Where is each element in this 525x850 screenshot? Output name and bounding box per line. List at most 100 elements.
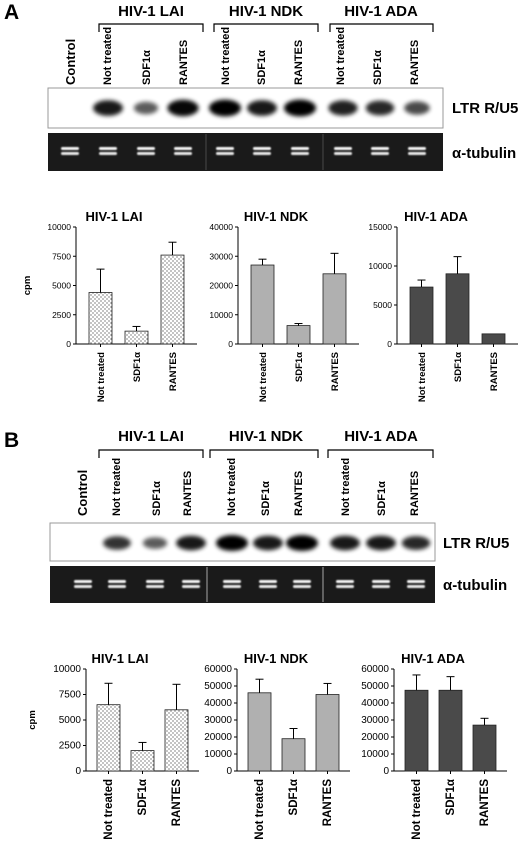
lane-label: RANTES	[293, 471, 305, 516]
y-tick-label: 0	[66, 339, 71, 349]
gel-band	[407, 585, 425, 588]
category-label: Not treated	[411, 779, 423, 840]
band	[103, 536, 131, 550]
bar	[472, 724, 497, 772]
band	[176, 535, 206, 551]
group-bracket	[209, 449, 319, 458]
gel-band	[216, 147, 234, 150]
category-label: RANTES	[489, 352, 500, 391]
y-tick-label: 7500	[52, 251, 71, 261]
bar	[404, 689, 429, 772]
band	[167, 99, 199, 117]
gel-band	[99, 152, 117, 155]
y-tick-label: 2500	[52, 310, 71, 320]
y-tick-label: 5000	[52, 281, 71, 291]
y-tick-label: 10000	[53, 664, 81, 675]
gel-band	[334, 147, 352, 150]
y-tick-label: 20000	[204, 732, 232, 743]
gel-band	[371, 147, 389, 150]
gel-band	[223, 585, 241, 588]
lane-label: Control	[63, 39, 78, 85]
panel-b: B HIV-1 LAI HIV-1 NDK HIV-1 ADA Control …	[4, 428, 509, 603]
y-tick-label: 10000	[204, 749, 232, 760]
category-label: Not treated	[254, 779, 266, 840]
y-tick-label: 30000	[209, 251, 233, 261]
panel-letter: B	[4, 429, 19, 452]
chart-title: HIV-1 LAI	[85, 209, 142, 224]
band	[142, 537, 168, 549]
gel-band	[372, 580, 390, 583]
y-tick-label: 60000	[204, 664, 232, 675]
category-label: Not treated	[103, 779, 115, 840]
gel-band	[174, 147, 192, 150]
y-tick-label: 50000	[361, 681, 389, 692]
y-tick-label: 10000	[361, 749, 389, 760]
gel-band	[291, 152, 309, 155]
bar	[88, 292, 113, 345]
category-label: SDF1α	[137, 779, 149, 815]
bar	[130, 750, 155, 772]
y-tick-label: 30000	[204, 715, 232, 726]
band	[209, 99, 241, 117]
y-tick-label: 0	[226, 766, 232, 777]
gel-band	[408, 152, 426, 155]
bar	[247, 692, 272, 772]
bar	[124, 330, 149, 345]
gel-band	[108, 580, 126, 583]
y-tick-label: 2500	[59, 741, 82, 752]
band	[366, 535, 396, 551]
band	[253, 535, 283, 551]
gel-band	[61, 152, 79, 155]
lane-label: SDF1α	[256, 50, 268, 85]
chart-b-ndk: HIV-1 NDK 0 10000 20000 30000 40000 50000 60000…	[204, 651, 350, 840]
y-tick-label: 20000	[361, 732, 389, 743]
bar	[409, 286, 434, 345]
bar	[160, 254, 185, 345]
y-tick-label: 0	[228, 339, 233, 349]
band	[93, 100, 123, 116]
gel-label: α-tubulin	[443, 577, 507, 594]
lane-label: Not treated	[226, 458, 238, 516]
gel-band	[182, 585, 200, 588]
y-tick-label: 0	[383, 766, 389, 777]
gel-band	[334, 152, 352, 155]
y-tick-label: 10000	[368, 261, 392, 271]
band	[286, 535, 318, 551]
group-label: HIV-1 LAI	[118, 428, 184, 445]
chart-title: HIV-1 NDK	[244, 209, 309, 224]
band	[401, 536, 431, 550]
gel-band	[74, 580, 92, 583]
category-label: Not treated	[96, 352, 107, 402]
chart-b-lai: HIV-1 LAI 0 2500 5000 7500 10000 cpm Not treate…	[27, 651, 199, 840]
lane-label: SDF1α	[376, 481, 388, 516]
category-label: SDF1α	[294, 352, 305, 382]
lane-label: SDF1α	[151, 481, 163, 516]
y-tick-label: 5000	[373, 300, 392, 310]
gel-band	[61, 147, 79, 150]
y-tick-label: 20000	[209, 281, 233, 291]
group-label: HIV-1 LAI	[118, 3, 184, 20]
bar	[286, 325, 311, 345]
gel-label: α-tubulin	[452, 145, 516, 162]
gel-band	[408, 147, 426, 150]
lane-label: Not treated	[111, 458, 123, 516]
lane-label: SDF1α	[141, 50, 153, 85]
lane-label: RANTES	[409, 40, 421, 85]
y-tick-label: 5000	[59, 715, 82, 726]
lane-label: Not treated	[335, 27, 347, 85]
y-tick-label: 10000	[209, 310, 233, 320]
bar	[96, 704, 121, 772]
band	[133, 101, 159, 115]
gel-band	[182, 580, 200, 583]
gel-band	[74, 585, 92, 588]
gel-band	[253, 152, 271, 155]
category-label: SDF1α	[453, 352, 464, 382]
y-tick-label: 0	[387, 339, 392, 349]
category-label: RANTES	[322, 779, 334, 827]
chart-title: HIV-1 NDK	[244, 651, 309, 666]
lane-label: SDF1α	[372, 50, 384, 85]
bar	[481, 333, 506, 345]
y-tick-label: 30000	[361, 715, 389, 726]
group-label: HIV-1 ADA	[344, 428, 418, 445]
chart-title: HIV-1 LAI	[91, 651, 148, 666]
